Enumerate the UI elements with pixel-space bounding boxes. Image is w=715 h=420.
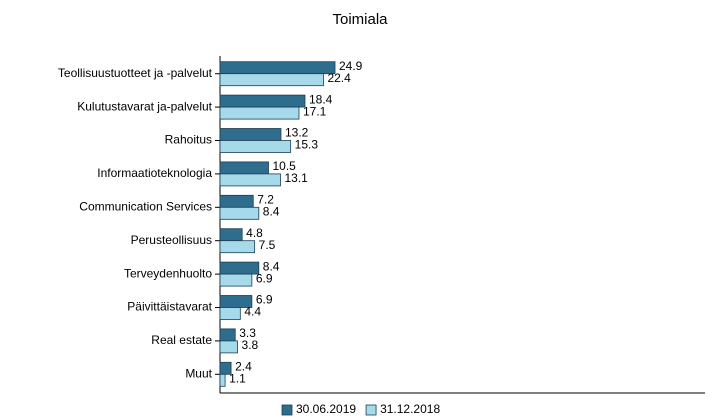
- value-label: 8.4: [263, 204, 280, 218]
- bar: [219, 128, 282, 141]
- y-tick-label: Terveydenhuolto: [124, 266, 212, 280]
- y-tick-label: Päivittäistavarat: [127, 300, 212, 314]
- value-label: 6.9: [256, 293, 273, 307]
- value-label: 13.2: [285, 126, 309, 140]
- y-tick-label: Teollisuustuotteet ja -palvelut: [58, 66, 213, 80]
- value-label: 10.5: [273, 159, 297, 173]
- y-tick-label: Real estate: [151, 333, 212, 347]
- value-label: 13.1: [285, 171, 309, 185]
- value-label: 4.4: [244, 305, 261, 319]
- y-tick-label: Communication Services: [79, 199, 212, 213]
- bar: [219, 61, 336, 75]
- bar: [219, 261, 260, 275]
- value-label: 22.4: [327, 71, 351, 85]
- bar: [219, 373, 226, 387]
- y-tick-label: Kulutustavarat ja-palvelut: [77, 99, 212, 113]
- legend-swatch: [281, 404, 293, 416]
- legend-label: 31.12.2018: [380, 402, 440, 416]
- y-tick-label: Perusteollisuus: [131, 233, 212, 247]
- bar: [219, 273, 253, 287]
- value-label: 1.1: [229, 371, 246, 385]
- bar: [219, 228, 243, 242]
- value-label: 24.9: [339, 59, 363, 73]
- value-label: 2.4: [235, 359, 252, 373]
- bar: [219, 173, 281, 187]
- y-tick-label: Rahoitus: [165, 133, 212, 147]
- legend-label: 30.06.2019: [296, 402, 356, 416]
- value-label: 15.3: [295, 138, 319, 152]
- bar: [219, 106, 300, 120]
- chart-title: Toimiala: [332, 11, 388, 28]
- bar: [219, 194, 254, 208]
- bar: [219, 73, 324, 87]
- bar: [219, 206, 260, 220]
- legend-swatch: [365, 404, 377, 416]
- value-label: 18.4: [309, 92, 333, 106]
- value-label: 7.2: [257, 192, 274, 206]
- bar: [219, 340, 238, 354]
- y-tick-label: Muut: [185, 366, 212, 380]
- bar: [219, 307, 241, 320]
- bar: [219, 161, 269, 175]
- value-label: 3.3: [239, 326, 256, 340]
- bar: [219, 328, 236, 342]
- bar: [219, 240, 256, 254]
- value-label: 3.8: [242, 338, 259, 352]
- value-label: 7.5: [259, 238, 276, 252]
- value-label: 4.8: [246, 226, 263, 240]
- bar: [219, 140, 292, 153]
- value-label: 6.9: [256, 271, 273, 285]
- bar: [219, 361, 232, 375]
- value-label: 17.1: [303, 104, 327, 118]
- bar: [219, 94, 306, 108]
- value-label: 8.4: [263, 259, 280, 273]
- y-tick-label: Informaatioteknologia: [97, 166, 212, 180]
